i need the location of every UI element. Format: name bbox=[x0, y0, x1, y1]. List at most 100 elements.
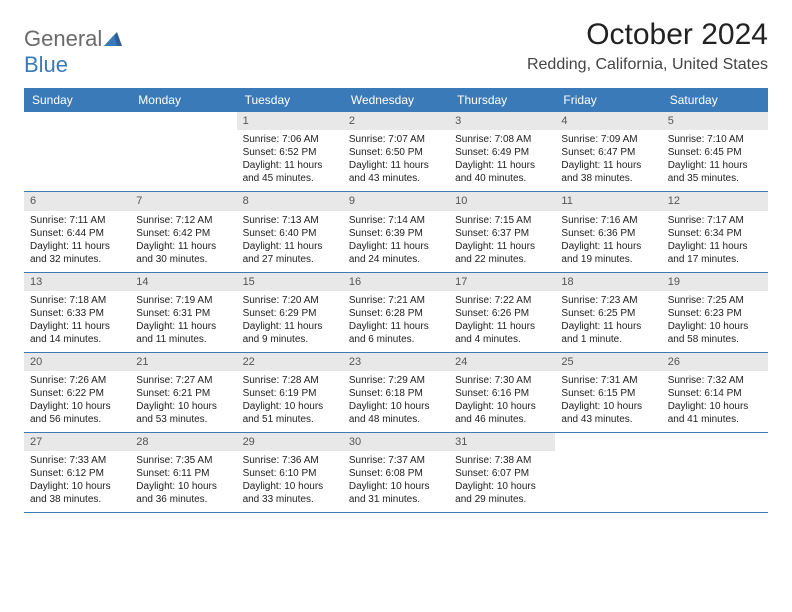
calendar-cell: 16Sunrise: 7:21 AMSunset: 6:28 PMDayligh… bbox=[343, 273, 449, 352]
calendar-cell: 12Sunrise: 7:17 AMSunset: 6:34 PMDayligh… bbox=[662, 192, 768, 271]
sunset-text: Sunset: 6:25 PM bbox=[561, 307, 655, 320]
day-details: Sunrise: 7:15 AMSunset: 6:37 PMDaylight:… bbox=[449, 211, 555, 272]
day-details: Sunrise: 7:09 AMSunset: 6:47 PMDaylight:… bbox=[555, 130, 661, 191]
sunrise-text: Sunrise: 7:28 AM bbox=[243, 374, 337, 387]
sunrise-text: Sunrise: 7:37 AM bbox=[349, 454, 443, 467]
sunset-text: Sunset: 6:28 PM bbox=[349, 307, 443, 320]
day-details: Sunrise: 7:37 AMSunset: 6:08 PMDaylight:… bbox=[343, 451, 449, 512]
day-details: Sunrise: 7:23 AMSunset: 6:25 PMDaylight:… bbox=[555, 291, 661, 352]
daylight-text: Daylight: 11 hours and 19 minutes. bbox=[561, 240, 655, 266]
day-number: 21 bbox=[130, 353, 236, 371]
day-header-row: SundayMondayTuesdayWednesdayThursdayFrid… bbox=[24, 88, 768, 112]
day-details: Sunrise: 7:10 AMSunset: 6:45 PMDaylight:… bbox=[662, 130, 768, 191]
sunrise-text: Sunrise: 7:25 AM bbox=[668, 294, 762, 307]
daylight-text: Daylight: 11 hours and 22 minutes. bbox=[455, 240, 549, 266]
daylight-text: Daylight: 11 hours and 6 minutes. bbox=[349, 320, 443, 346]
daylight-text: Daylight: 11 hours and 32 minutes. bbox=[30, 240, 124, 266]
day-number: 5 bbox=[662, 112, 768, 130]
daylight-text: Daylight: 10 hours and 46 minutes. bbox=[455, 400, 549, 426]
daylight-text: Daylight: 11 hours and 40 minutes. bbox=[455, 159, 549, 185]
sunset-text: Sunset: 6:21 PM bbox=[136, 387, 230, 400]
calendar-cell: 5Sunrise: 7:10 AMSunset: 6:45 PMDaylight… bbox=[662, 112, 768, 191]
sunrise-text: Sunrise: 7:27 AM bbox=[136, 374, 230, 387]
day-details: Sunrise: 7:20 AMSunset: 6:29 PMDaylight:… bbox=[237, 291, 343, 352]
day-details: Sunrise: 7:35 AMSunset: 6:11 PMDaylight:… bbox=[130, 451, 236, 512]
calendar-cell: 22Sunrise: 7:28 AMSunset: 6:19 PMDayligh… bbox=[237, 353, 343, 432]
day-details: Sunrise: 7:17 AMSunset: 6:34 PMDaylight:… bbox=[662, 211, 768, 272]
calendar-cell: 2Sunrise: 7:07 AMSunset: 6:50 PMDaylight… bbox=[343, 112, 449, 191]
sunset-text: Sunset: 6:45 PM bbox=[668, 146, 762, 159]
calendar-cell bbox=[24, 112, 130, 191]
daylight-text: Daylight: 10 hours and 31 minutes. bbox=[349, 480, 443, 506]
title-block: October 2024 Redding, California, United… bbox=[527, 18, 768, 74]
day-details: Sunrise: 7:26 AMSunset: 6:22 PMDaylight:… bbox=[24, 371, 130, 432]
calendar-cell bbox=[130, 112, 236, 191]
day-number bbox=[130, 112, 236, 116]
sunset-text: Sunset: 6:42 PM bbox=[136, 227, 230, 240]
daylight-text: Daylight: 10 hours and 43 minutes. bbox=[561, 400, 655, 426]
day-details: Sunrise: 7:06 AMSunset: 6:52 PMDaylight:… bbox=[237, 130, 343, 191]
day-details: Sunrise: 7:19 AMSunset: 6:31 PMDaylight:… bbox=[130, 291, 236, 352]
sunrise-text: Sunrise: 7:32 AM bbox=[668, 374, 762, 387]
calendar-cell: 9Sunrise: 7:14 AMSunset: 6:39 PMDaylight… bbox=[343, 192, 449, 271]
calendar-cell: 6Sunrise: 7:11 AMSunset: 6:44 PMDaylight… bbox=[24, 192, 130, 271]
calendar-cell: 20Sunrise: 7:26 AMSunset: 6:22 PMDayligh… bbox=[24, 353, 130, 432]
calendar-cell: 1Sunrise: 7:06 AMSunset: 6:52 PMDaylight… bbox=[237, 112, 343, 191]
day-header-cell: Saturday bbox=[662, 88, 768, 112]
day-details: Sunrise: 7:07 AMSunset: 6:50 PMDaylight:… bbox=[343, 130, 449, 191]
sunset-text: Sunset: 6:11 PM bbox=[136, 467, 230, 480]
calendar-cell: 25Sunrise: 7:31 AMSunset: 6:15 PMDayligh… bbox=[555, 353, 661, 432]
logo-text-general: General bbox=[24, 26, 102, 51]
sunrise-text: Sunrise: 7:33 AM bbox=[30, 454, 124, 467]
sunrise-text: Sunrise: 7:11 AM bbox=[30, 214, 124, 227]
calendar-cell: 17Sunrise: 7:22 AMSunset: 6:26 PMDayligh… bbox=[449, 273, 555, 352]
calendar: SundayMondayTuesdayWednesdayThursdayFrid… bbox=[24, 88, 768, 513]
sunrise-text: Sunrise: 7:20 AM bbox=[243, 294, 337, 307]
day-number: 17 bbox=[449, 273, 555, 291]
day-details: Sunrise: 7:29 AMSunset: 6:18 PMDaylight:… bbox=[343, 371, 449, 432]
week-row: 20Sunrise: 7:26 AMSunset: 6:22 PMDayligh… bbox=[24, 353, 768, 433]
day-number bbox=[662, 433, 768, 437]
sunrise-text: Sunrise: 7:10 AM bbox=[668, 133, 762, 146]
calendar-cell: 14Sunrise: 7:19 AMSunset: 6:31 PMDayligh… bbox=[130, 273, 236, 352]
sunrise-text: Sunrise: 7:36 AM bbox=[243, 454, 337, 467]
sunset-text: Sunset: 6:23 PM bbox=[668, 307, 762, 320]
sunset-text: Sunset: 6:15 PM bbox=[561, 387, 655, 400]
sunrise-text: Sunrise: 7:06 AM bbox=[243, 133, 337, 146]
month-title: October 2024 bbox=[527, 18, 768, 52]
calendar-cell: 7Sunrise: 7:12 AMSunset: 6:42 PMDaylight… bbox=[130, 192, 236, 271]
sunset-text: Sunset: 6:49 PM bbox=[455, 146, 549, 159]
location-text: Redding, California, United States bbox=[527, 56, 768, 74]
day-header-cell: Sunday bbox=[24, 88, 130, 112]
day-details: Sunrise: 7:25 AMSunset: 6:23 PMDaylight:… bbox=[662, 291, 768, 352]
sunset-text: Sunset: 6:37 PM bbox=[455, 227, 549, 240]
day-details: Sunrise: 7:31 AMSunset: 6:15 PMDaylight:… bbox=[555, 371, 661, 432]
sunset-text: Sunset: 6:29 PM bbox=[243, 307, 337, 320]
sunrise-text: Sunrise: 7:35 AM bbox=[136, 454, 230, 467]
day-number: 13 bbox=[24, 273, 130, 291]
sunrise-text: Sunrise: 7:19 AM bbox=[136, 294, 230, 307]
sunset-text: Sunset: 6:10 PM bbox=[243, 467, 337, 480]
day-header-cell: Tuesday bbox=[237, 88, 343, 112]
calendar-cell: 21Sunrise: 7:27 AMSunset: 6:21 PMDayligh… bbox=[130, 353, 236, 432]
sunrise-text: Sunrise: 7:17 AM bbox=[668, 214, 762, 227]
day-details: Sunrise: 7:12 AMSunset: 6:42 PMDaylight:… bbox=[130, 211, 236, 272]
daylight-text: Daylight: 10 hours and 41 minutes. bbox=[668, 400, 762, 426]
day-number: 11 bbox=[555, 192, 661, 210]
day-details: Sunrise: 7:38 AMSunset: 6:07 PMDaylight:… bbox=[449, 451, 555, 512]
sunset-text: Sunset: 6:39 PM bbox=[349, 227, 443, 240]
sunset-text: Sunset: 6:40 PM bbox=[243, 227, 337, 240]
day-number: 31 bbox=[449, 433, 555, 451]
sunset-text: Sunset: 6:34 PM bbox=[668, 227, 762, 240]
sunset-text: Sunset: 6:18 PM bbox=[349, 387, 443, 400]
day-header-cell: Thursday bbox=[449, 88, 555, 112]
calendar-cell: 29Sunrise: 7:36 AMSunset: 6:10 PMDayligh… bbox=[237, 433, 343, 512]
sunset-text: Sunset: 6:44 PM bbox=[30, 227, 124, 240]
sunset-text: Sunset: 6:31 PM bbox=[136, 307, 230, 320]
daylight-text: Daylight: 11 hours and 27 minutes. bbox=[243, 240, 337, 266]
calendar-cell: 31Sunrise: 7:38 AMSunset: 6:07 PMDayligh… bbox=[449, 433, 555, 512]
daylight-text: Daylight: 11 hours and 14 minutes. bbox=[30, 320, 124, 346]
day-details: Sunrise: 7:30 AMSunset: 6:16 PMDaylight:… bbox=[449, 371, 555, 432]
sunrise-text: Sunrise: 7:08 AM bbox=[455, 133, 549, 146]
calendar-cell: 28Sunrise: 7:35 AMSunset: 6:11 PMDayligh… bbox=[130, 433, 236, 512]
